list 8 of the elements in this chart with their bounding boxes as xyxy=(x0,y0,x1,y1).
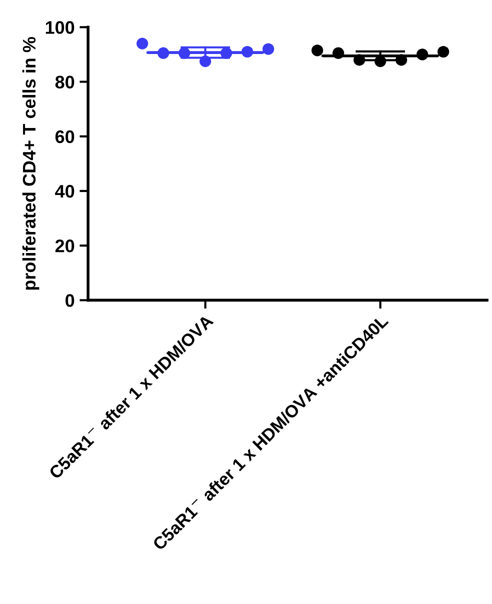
x-tick-label: C5aR1$^{−}$ after 1 x HDM/OVA xyxy=(48,314,214,480)
y-axis-title: proliferated CD4+ T cells in % xyxy=(22,36,40,290)
y-tick-label: 0 xyxy=(66,294,74,307)
y-tick-label: 40 xyxy=(55,184,74,198)
y-tick-label: 80 xyxy=(55,76,74,88)
y-tick-label: 100 xyxy=(46,21,74,34)
y-tick-label: 60 xyxy=(55,130,74,144)
y-tick-label: 20 xyxy=(55,240,74,252)
